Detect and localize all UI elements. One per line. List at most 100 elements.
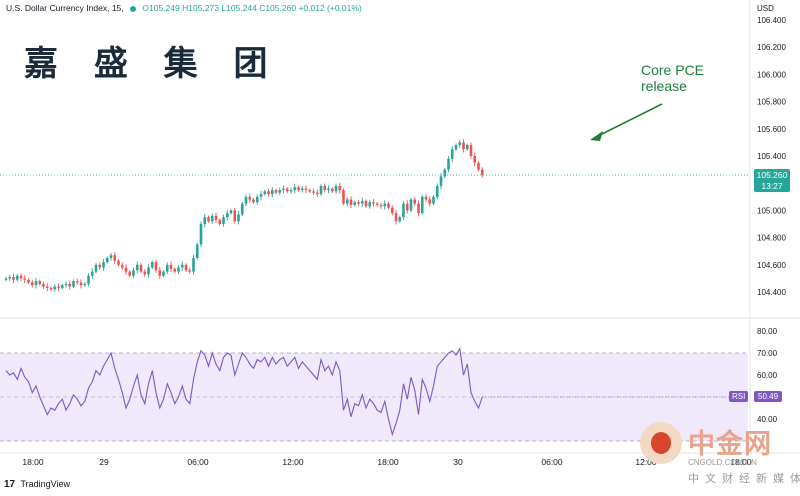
ohlc-open: O105.249 [142, 3, 180, 13]
time-tick-label: 18:00 [377, 457, 399, 467]
cngold-logo-icon [640, 422, 682, 464]
candle-body [454, 145, 458, 150]
candle-body [364, 200, 368, 207]
bar-countdown: 13:27 [761, 180, 783, 191]
candle-body [263, 191, 267, 195]
candle-body [30, 282, 34, 286]
symbol-title: U.S. Dollar Currency Index, 15, [6, 3, 124, 13]
rsi-tick-label: 70.00 [757, 349, 778, 358]
candle-body [458, 142, 462, 146]
time-tick-label: 29 [99, 457, 109, 467]
candle-body [4, 278, 8, 280]
candle-body [353, 202, 357, 205]
candle-body [372, 202, 375, 204]
cngold-name: 中金网 [688, 429, 772, 460]
candle-body [297, 187, 300, 190]
candle-body [233, 210, 237, 222]
candle-body [42, 283, 45, 287]
cngold-site: CNGOLD.COM.CN [688, 458, 757, 467]
candle-body [207, 217, 210, 222]
candle-body [270, 190, 274, 195]
candle-body [240, 203, 244, 215]
candle-body [315, 192, 319, 195]
annotation-arrow [593, 103, 663, 139]
candle-body [177, 267, 180, 272]
tradingview-footer[interactable]: 17 TradingView [4, 479, 70, 490]
rsi-legend-tag[interactable]: RSI [729, 391, 749, 402]
cngold-tagline: 中文财经新媒体 [688, 473, 800, 485]
candle-body [27, 279, 30, 283]
candle-body [229, 210, 233, 214]
candle-body [165, 264, 169, 272]
candle-body [319, 185, 323, 195]
price-tick-label: 106.000 [757, 70, 786, 79]
candle-body [330, 188, 334, 192]
ohlc-high: H105.273 [182, 3, 219, 13]
candle-body [128, 271, 132, 276]
candle-body [113, 255, 117, 261]
candle-body [173, 268, 177, 272]
ohlc-close: C105.260 [259, 3, 297, 13]
candle-body [267, 191, 270, 195]
candle-body [447, 158, 450, 170]
candle-body [90, 271, 94, 276]
candle-body [424, 196, 428, 200]
candle-body [465, 145, 469, 150]
price-tick-label: 106.200 [757, 43, 786, 52]
candle-body [218, 219, 222, 224]
rsi-tick-label: 40.00 [757, 415, 778, 424]
candle-body [87, 275, 90, 284]
last-price-label: 105.260 13:27 [754, 169, 790, 192]
candle-body [327, 188, 330, 190]
candle-body [312, 191, 315, 193]
ohlc-low: L105.244 [221, 3, 257, 13]
rsi-line [5, 346, 483, 437]
candle-body [390, 207, 394, 214]
candle-body [368, 202, 372, 207]
candle-body [308, 190, 312, 192]
candle-body [64, 283, 68, 286]
candle-body [338, 185, 342, 190]
candle-body [19, 275, 23, 279]
candle-body [398, 217, 402, 222]
price-tick-label: 105.400 [757, 152, 786, 161]
candle-body [180, 264, 184, 268]
candle-body [383, 203, 387, 207]
candle-body [289, 190, 293, 192]
tradingview-logo-icon: 17 [4, 479, 16, 490]
candle-body [102, 262, 105, 268]
candle-body [192, 258, 195, 272]
tradingview-name: TradingView [20, 479, 70, 489]
candle-body [420, 196, 424, 214]
candle-body [162, 271, 165, 276]
candle-body [60, 285, 64, 288]
candle-body [150, 262, 154, 268]
candle-body [252, 199, 255, 203]
time-tick-label: 30 [453, 457, 463, 467]
rsi-tick-label: 80.00 [757, 327, 778, 336]
candle-body [413, 199, 417, 204]
candle-body [23, 278, 27, 280]
candle-body [417, 203, 420, 214]
candle-body [117, 260, 120, 265]
candle-body [98, 264, 102, 268]
price-tick-label: 104.600 [757, 261, 786, 270]
candle-body [53, 286, 57, 290]
candle-body [222, 217, 225, 224]
price-tick-label: 105.000 [757, 206, 786, 215]
candle-body [68, 283, 72, 287]
candle-body [323, 185, 327, 190]
candle-body [394, 213, 398, 222]
candle-body [210, 215, 214, 222]
candle-body [469, 145, 473, 156]
candle-body [300, 188, 304, 190]
candle-body [282, 188, 285, 190]
candle-body [143, 271, 147, 275]
time-tick-label: 12:00 [635, 457, 657, 467]
candle-body [83, 283, 87, 286]
time-tick-label: 12:00 [282, 457, 304, 467]
candle-body [34, 281, 38, 286]
annotation-line-1: Core PCE [641, 62, 705, 78]
rsi-value-label: 50.49 [754, 391, 783, 402]
